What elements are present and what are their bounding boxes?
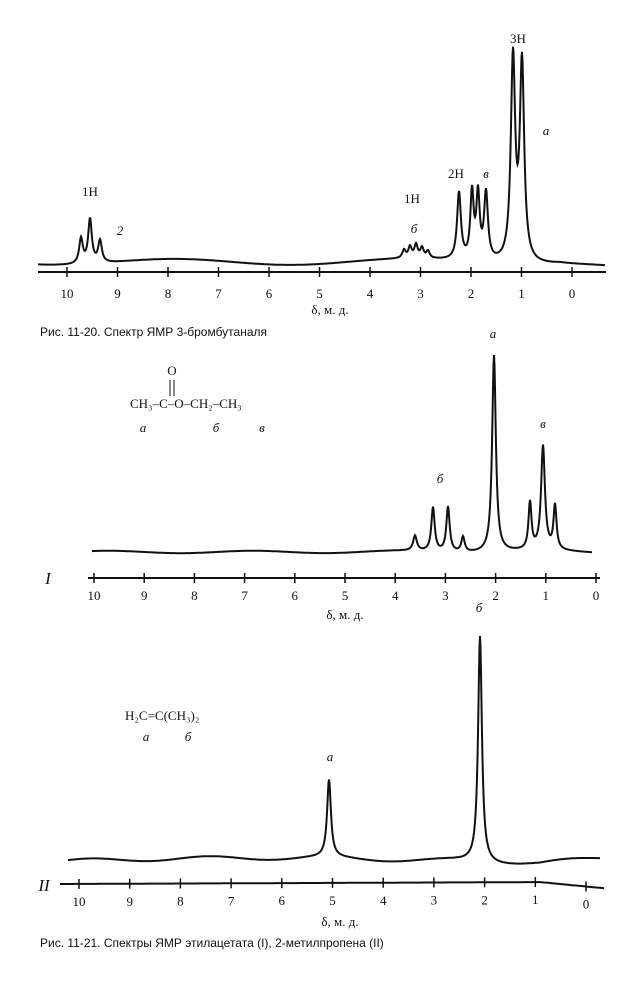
tick-label: 4 <box>392 588 399 603</box>
tick-label: 1 <box>518 286 525 301</box>
tick-label: 0 <box>583 897 590 912</box>
tick-label: 4 <box>380 893 387 908</box>
spectrum-trace <box>92 354 592 555</box>
peak-label: б <box>411 221 418 236</box>
tick-label: 0 <box>593 588 600 603</box>
tick-label: 8 <box>191 588 198 603</box>
panel-label: II <box>37 876 51 895</box>
spectrum-trace <box>38 46 606 267</box>
peak-label: в <box>483 166 489 181</box>
peak-label: 1H <box>82 184 98 199</box>
tick-label: 2 <box>468 286 475 301</box>
formula-label: а <box>143 729 150 744</box>
peak-label: 2 <box>117 223 124 238</box>
tick-label: 8 <box>177 894 184 909</box>
peak-label: 1H <box>404 191 420 206</box>
caption: Рис. 11-21. Спектры ЯМР этилацетата (I),… <box>40 936 384 950</box>
tick-label: 9 <box>141 588 148 603</box>
formula-label: а <box>140 420 147 435</box>
tick-label: 0 <box>569 286 576 301</box>
tick-label: 6 <box>292 588 299 603</box>
tick-label: 8 <box>165 286 172 301</box>
tick-label: 2 <box>481 892 488 907</box>
tick-label: 9 <box>126 894 133 909</box>
tick-label: 7 <box>215 286 222 301</box>
peak-label: а <box>490 326 497 341</box>
formula-carbonyl: O <box>167 363 176 378</box>
tick-label: 7 <box>241 588 248 603</box>
tick-label: 10 <box>73 894 86 909</box>
tick-label: 5 <box>316 286 323 301</box>
tick-label: 10 <box>61 286 74 301</box>
tick-label: 3 <box>417 286 424 301</box>
spectrum-trace <box>68 636 600 865</box>
tick-label: 10 <box>88 588 101 603</box>
peak-label: а <box>327 749 334 764</box>
axis-label: δ, м. д. <box>326 607 363 622</box>
axis-label: δ, м. д. <box>311 302 348 317</box>
tick-label: 1 <box>532 892 539 907</box>
peak-label: б <box>437 471 444 486</box>
tick-label: 6 <box>279 893 286 908</box>
tick-label: 9 <box>114 286 121 301</box>
caption: Рис. 11-20. Спектр ЯМР 3-бромбутаналя <box>40 325 267 339</box>
peak-label: б <box>476 600 483 615</box>
tick-label: 3 <box>431 893 438 908</box>
tick-label: 7 <box>228 893 235 908</box>
formula: CH₃–C–O–CH₂–CH₃ <box>130 396 242 411</box>
peak-label: 3H <box>510 31 526 46</box>
formula-label: б <box>185 729 192 744</box>
tick-label: 5 <box>342 588 349 603</box>
tick-label: 2 <box>492 588 499 603</box>
tick-label: 3 <box>442 588 449 603</box>
tick-label: 1 <box>543 588 550 603</box>
formula-label: б <box>213 420 220 435</box>
formula: H₂C=C(CH₃)₂ <box>125 708 199 723</box>
tick-label: 4 <box>367 286 374 301</box>
peak-label: в <box>540 416 546 431</box>
peak-label: а <box>543 123 550 138</box>
tick-label: 6 <box>266 286 273 301</box>
panel-label: I <box>44 569 52 588</box>
tick-label: 5 <box>329 893 336 908</box>
axis-label: δ, м. д. <box>321 914 358 929</box>
peak-label: 2H <box>448 166 464 181</box>
formula-label: в <box>259 420 265 435</box>
